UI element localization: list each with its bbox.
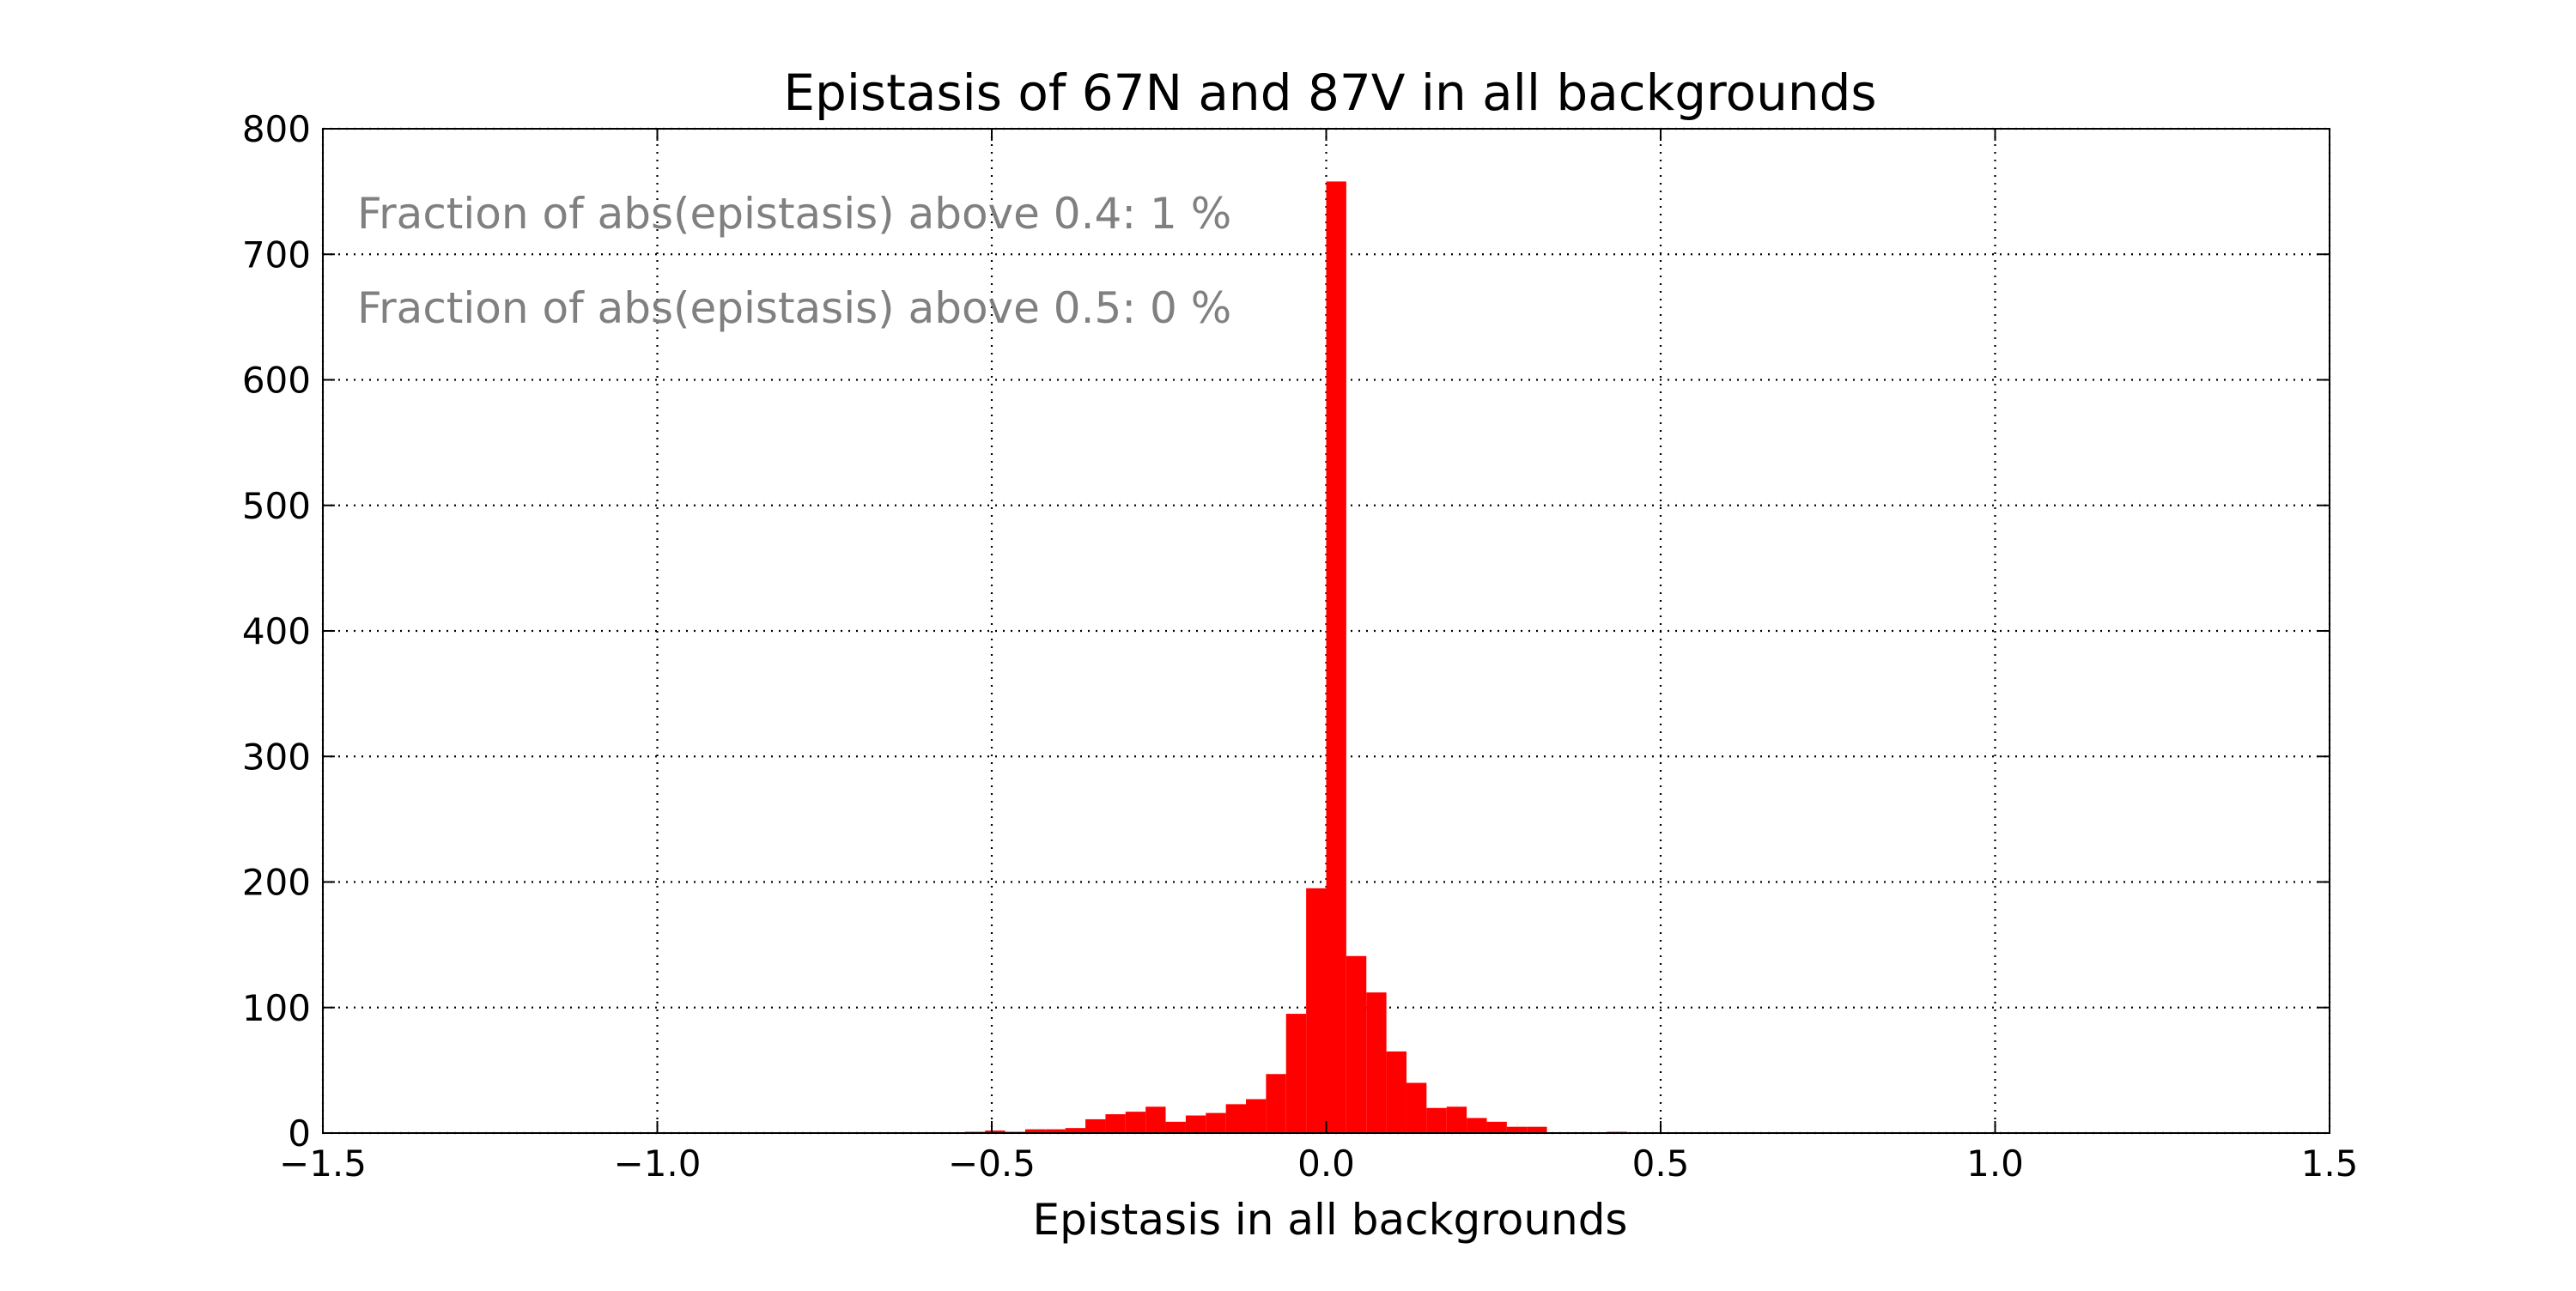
histogram-bar: [1285, 1014, 1307, 1133]
histogram-bar: [1125, 1112, 1146, 1133]
y-tick-label: 500: [242, 485, 311, 527]
y-axis-tick-labels: 0 100 200 300 400 500 600 700 800: [242, 108, 311, 1155]
histogram-bar: [1426, 1107, 1447, 1133]
histogram-bar: [985, 1130, 1005, 1133]
histogram-bar: [1105, 1114, 1126, 1133]
x-tick-label: 1.0: [1966, 1143, 2024, 1185]
histogram-bar: [1225, 1104, 1247, 1133]
axis-ticks: [322, 128, 2330, 1134]
y-tick-label: 200: [242, 862, 311, 904]
histogram-bar: [1185, 1115, 1206, 1133]
histogram-bar: [1486, 1121, 1507, 1133]
x-tick-label: −1.0: [614, 1143, 702, 1185]
x-axis-tick-labels: −1.5 −1.0 −0.5 0.0 0.5 1.0 1.5: [279, 1143, 2358, 1185]
x-tick-label: −1.5: [279, 1143, 367, 1185]
histogram-bar: [1206, 1112, 1226, 1133]
annotation-fraction-above-0-4: Fraction of abs(epistasis) above 0.4: 1 …: [357, 189, 1231, 239]
y-tick-label: 300: [242, 736, 311, 778]
histogram-bar: [1326, 181, 1346, 1133]
y-tick-label: 0: [288, 1112, 311, 1155]
histogram-bar: [1024, 1129, 1046, 1133]
histogram-bar: [1165, 1121, 1186, 1133]
histogram-bar: [1045, 1129, 1066, 1133]
histogram-bar: [1446, 1106, 1467, 1133]
histogram-bar: [1085, 1118, 1106, 1133]
histogram-bar: [1506, 1126, 1528, 1133]
y-tick-label: 800: [242, 108, 311, 150]
y-tick-label: 600: [242, 360, 311, 402]
x-tick-label: 1.5: [2301, 1143, 2359, 1185]
histogram-bars: [964, 181, 1628, 1133]
y-tick-label: 100: [242, 987, 311, 1029]
histogram-bar: [1266, 1074, 1286, 1133]
histogram-bar: [1386, 1051, 1406, 1133]
histogram-bar: [1306, 888, 1327, 1133]
x-tick-label: −0.5: [948, 1143, 1036, 1185]
x-tick-label: 0.5: [1632, 1143, 1690, 1185]
histogram-bar: [1406, 1082, 1427, 1133]
histogram-bar: [1246, 1099, 1267, 1133]
histogram-bar: [1366, 992, 1387, 1133]
chart-title: Epistasis of 67N and 87V in all backgrou…: [783, 64, 1876, 122]
x-tick-label: 0.0: [1297, 1143, 1355, 1185]
annotation-fraction-above-0-5: Fraction of abs(epistasis) above 0.5: 0 …: [357, 283, 1231, 333]
y-tick-label: 400: [242, 610, 311, 652]
histogram-bar: [1527, 1126, 1547, 1133]
histogram-bar: [1145, 1106, 1166, 1133]
y-tick-label: 700: [242, 233, 311, 276]
histogram-bar: [1467, 1118, 1487, 1133]
histogram-bar: [1065, 1128, 1086, 1133]
histogram-bar: [1346, 955, 1367, 1133]
x-axis-label: Epistasis in all backgrounds: [1033, 1195, 1628, 1245]
